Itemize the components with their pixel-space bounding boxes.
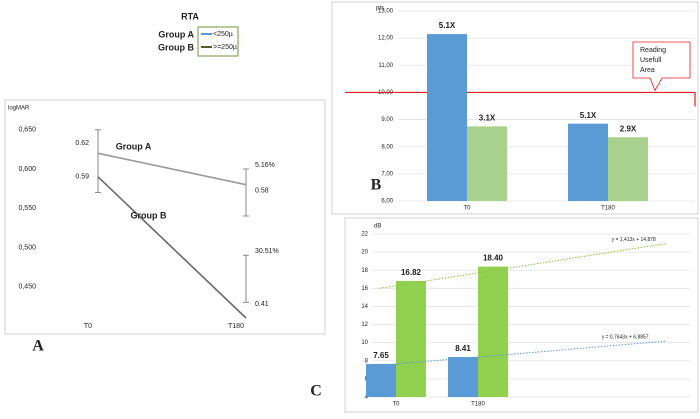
data-label: 5.1X <box>580 111 597 120</box>
x-tick-label: T180 <box>471 402 485 408</box>
y-tick-label: 12 <box>361 322 368 328</box>
data-label: 2.9X <box>620 124 637 133</box>
y-tick-label: 9,00 <box>381 117 393 123</box>
bar <box>568 123 608 201</box>
x-tick-label: T180 <box>228 323 244 330</box>
panel-b <box>331 1 699 215</box>
panel-c <box>344 217 699 413</box>
bar <box>478 266 508 397</box>
series-line <box>97 152 247 186</box>
data-label: 18.40 <box>483 254 504 263</box>
x-tick-label: T180 <box>601 206 615 212</box>
bar <box>366 363 396 397</box>
y-axis-label: logMAR <box>8 106 30 112</box>
trendline-label: y = 0,7643x + 6,8857 <box>602 334 649 340</box>
x-tick-label: T0 <box>392 402 400 408</box>
y-tick-label: 11,00 <box>378 63 393 69</box>
change-label: 5.16% <box>255 162 275 169</box>
y-tick-label: 13,00 <box>378 9 394 15</box>
data-label: 0.59 <box>75 174 89 181</box>
panel-label: C <box>310 383 322 400</box>
callout-label: Reading <box>640 47 666 54</box>
y-tick-label: 18 <box>361 268 368 274</box>
legend-box <box>197 26 239 57</box>
error-bar <box>95 129 101 194</box>
y-tick-label: 16 <box>361 286 368 292</box>
legend-group: Group B <box>158 42 194 52</box>
y-tick-label: 0,600 <box>18 166 36 173</box>
data-label: 3.1X <box>479 113 496 122</box>
y-tick-label: 12,00 <box>378 36 394 42</box>
data-label: 0.62 <box>75 140 89 147</box>
callout-label: Area <box>640 67 655 74</box>
y-tick-label: 20 <box>361 250 368 256</box>
error-bar <box>243 254 249 303</box>
y-tick-label: 0,650 <box>18 127 36 134</box>
error-bar <box>243 168 249 217</box>
y-axis-label: pts <box>376 6 384 12</box>
y-tick-label: 4 <box>365 395 369 401</box>
y-tick-label: 0,500 <box>18 244 36 251</box>
bar <box>448 357 478 397</box>
x-tick-label: T0 <box>84 323 92 330</box>
trendline <box>379 242 667 289</box>
data-label: 5.1X <box>439 21 456 30</box>
y-tick-label: 10 <box>361 340 368 346</box>
data-label: 0.58 <box>255 188 269 195</box>
y-tick-label: 8 <box>365 358 369 364</box>
callout <box>632 41 691 92</box>
series-label: Group A <box>116 141 152 151</box>
legend-title: RTA <box>181 11 199 21</box>
legend-label: >=250µ <box>213 44 237 51</box>
reference-line <box>345 91 696 107</box>
panel-a <box>4 99 326 335</box>
bar <box>427 34 467 202</box>
bar <box>396 280 426 397</box>
series-line <box>97 176 247 319</box>
data-label: 16.82 <box>401 268 422 277</box>
y-tick-label: 6,00 <box>381 199 393 205</box>
y-tick-label: 7,00 <box>381 171 393 177</box>
data-label: 7.65 <box>373 351 389 360</box>
y-tick-label: 22 <box>361 232 368 238</box>
bar <box>467 126 507 201</box>
change-label: 30.51% <box>255 248 279 255</box>
panel-label: B <box>371 177 382 194</box>
legend-label: <250µ <box>213 31 233 38</box>
y-axis-label: dB <box>374 224 381 230</box>
trendline <box>379 340 667 366</box>
panel-label: A <box>32 338 44 355</box>
data-label: 0.41 <box>255 301 269 308</box>
callout-label: Usefull <box>640 57 662 64</box>
y-tick-label: 0,450 <box>18 283 36 290</box>
legend-group: Group A <box>158 29 194 39</box>
series-label: Group B <box>131 210 167 220</box>
y-tick-label: 14 <box>361 304 368 310</box>
trendline-label: y = 1,413x + 14,878 <box>612 237 656 243</box>
x-tick-label: T0 <box>463 206 471 212</box>
y-tick-label: 0,550 <box>18 205 36 212</box>
data-label: 8.41 <box>455 344 471 353</box>
y-tick-label: 8,00 <box>381 144 393 150</box>
bar <box>608 137 648 201</box>
